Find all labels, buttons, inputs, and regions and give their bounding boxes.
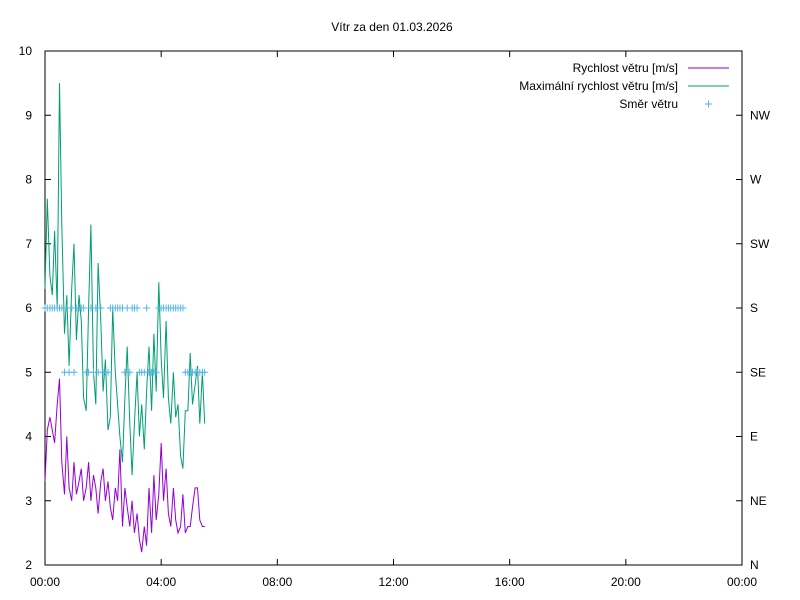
x-tick-label: 08:00 <box>262 575 292 589</box>
direction-point <box>70 368 78 376</box>
y2-tick-label: N <box>750 558 759 572</box>
direction-point <box>80 304 88 312</box>
x-tick-label: 04:00 <box>146 575 176 589</box>
y2-tick-label: SW <box>750 237 770 251</box>
y-tick-label: 5 <box>25 365 32 379</box>
legend-item-max-speed: Maximální rychlost větru [m/s] <box>519 79 729 93</box>
legend: Rychlost větru [m/s] Maximální rychlost v… <box>519 61 729 111</box>
direction-point <box>126 368 134 376</box>
y-tick-label: 7 <box>25 237 32 251</box>
y2-tick-label: S <box>750 301 758 315</box>
direction-point <box>179 304 187 312</box>
direction-point <box>152 368 160 376</box>
y-tick-label: 6 <box>25 301 32 315</box>
y-tick-label: 4 <box>25 430 32 444</box>
y-tick-label: 3 <box>25 494 32 508</box>
chart-title: Vítr za den 01.03.2026 <box>331 20 453 34</box>
wind-direction-points <box>41 304 209 376</box>
series-layer <box>41 83 209 553</box>
y-tick-label: 2 <box>25 558 32 572</box>
legend-item-speed: Rychlost větru [m/s] <box>573 61 729 75</box>
x-tick-label: 20:00 <box>611 575 641 589</box>
x-tick-label: 00:00 <box>30 575 60 589</box>
y2-tick-label: SE <box>750 365 766 379</box>
max-wind-speed-line <box>44 83 206 476</box>
direction-point <box>201 368 209 376</box>
legend-label: Rychlost větru [m/s] <box>573 61 678 75</box>
direction-point <box>133 304 141 312</box>
y-tick-label: 9 <box>25 108 32 122</box>
x-tick-label: 00:00 <box>727 575 757 589</box>
x-axis: 00:00 04:00 08:00 12:00 16:00 20:00 00:00 <box>30 51 757 589</box>
wind-speed-line <box>44 378 205 553</box>
y2-tick-label: NW <box>750 108 771 122</box>
y-axis: 2 3 4 5 6 7 8 9 10 <box>19 44 51 572</box>
legend-label: Maximální rychlost větru [m/s] <box>519 79 678 93</box>
legend-label: Směr větru <box>619 97 678 111</box>
y2-axis: N NE E SE S SW W NW <box>736 108 771 572</box>
y2-tick-label: E <box>750 430 758 444</box>
y-tick-label: 8 <box>25 173 32 187</box>
direction-point <box>97 304 105 312</box>
legend-swatch <box>705 100 712 108</box>
legend-item-direction: Směr větru <box>619 97 712 111</box>
x-tick-label: 12:00 <box>378 575 408 589</box>
y2-tick-label: W <box>750 173 762 187</box>
y2-tick-label: NE <box>750 494 767 508</box>
direction-point <box>104 368 112 376</box>
x-tick-label: 16:00 <box>495 575 525 589</box>
y-tick-label: 10 <box>19 44 33 58</box>
direction-point <box>143 304 151 312</box>
